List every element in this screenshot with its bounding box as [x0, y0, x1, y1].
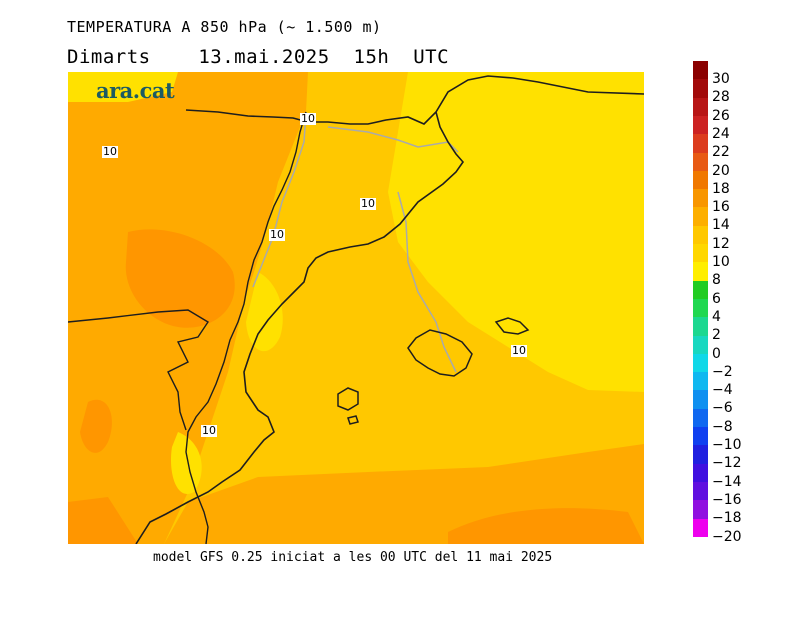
mallorca: [407, 329, 473, 377]
colorbar-swatch: [693, 408, 708, 428]
colorbar-tick-label: −4: [712, 382, 733, 399]
colorbar-swatch: [693, 152, 708, 172]
colorbar-swatch: [693, 79, 708, 99]
forecast-datetime: Dimarts 13.mai.2025 15h UTC: [67, 46, 450, 68]
contour-label: 10: [300, 112, 316, 125]
model-info: model GFS 0.25 iniciat a les 00 UTC del …: [153, 550, 553, 565]
colorbar-tick-label: 6: [712, 290, 721, 307]
colorbar-swatch: [693, 207, 708, 227]
colorbar-tick-label: 12: [712, 235, 730, 252]
contour-label: 10: [269, 228, 285, 241]
temp-band-14-16-south: [80, 399, 112, 453]
temperature-map: ara.cat 10 10 10 10 10 10: [68, 72, 644, 544]
colorbar-swatch: [693, 390, 708, 410]
contour-label: 10: [511, 344, 527, 357]
west-border: [68, 309, 209, 431]
contour-label: 10: [102, 145, 118, 158]
colorbar-swatch: [693, 225, 708, 245]
colorbar-tick-label: −20: [712, 528, 742, 545]
colorbar-swatch: [693, 298, 708, 318]
colorbar-swatch: [693, 518, 708, 538]
colorbar-swatch: [693, 170, 708, 190]
colorbar-swatch: [693, 115, 708, 135]
map-canvas: [68, 72, 644, 544]
colorbar-tick-label: −12: [712, 455, 742, 472]
colorbar-tick-label: −14: [712, 473, 742, 490]
colorbar-tick-label: −8: [712, 418, 733, 435]
colorbar-tick-label: 10: [712, 254, 730, 270]
colorbar-swatch: [693, 427, 708, 446]
colorbar-swatch: [693, 280, 708, 300]
colorbar-tick-label: 8: [712, 272, 721, 289]
colorbar-swatch: [693, 353, 708, 373]
colorbar-tick-label: 22: [712, 144, 730, 161]
colorbar-swatch: [693, 500, 708, 519]
region-border: [252, 111, 307, 288]
colorbar-swatch: [693, 463, 708, 483]
temp-band-8-10-south: [170, 432, 202, 494]
colorbar-tick-label: 2: [712, 327, 721, 344]
colorbar-swatch: [693, 445, 708, 465]
coastline: [135, 75, 644, 544]
temp-band-8-10-nw: [68, 72, 178, 102]
colorbar-tick-label: 0: [712, 345, 721, 362]
temp-band-8-10-ebro: [246, 272, 283, 352]
colorbar-swatch: [693, 61, 708, 80]
colorbar-swatch: [693, 244, 708, 263]
colorbar-tick-label: −10: [712, 437, 742, 453]
formentera: [347, 415, 359, 425]
temp-band-14-16-west: [125, 229, 235, 328]
colorbar-tick-label: 28: [712, 89, 730, 106]
colorbar-swatch: [693, 481, 708, 501]
temp-band-8-10: [388, 72, 644, 392]
temp-band-14-16-se: [448, 508, 644, 544]
colorbar-tick-label: 18: [712, 180, 730, 197]
inland-border: [397, 191, 457, 373]
colorbar-swatch: [693, 262, 708, 282]
colorbar-tick-label: −16: [712, 491, 742, 508]
country-border: [185, 111, 307, 544]
temp-band-14-16-sw: [68, 497, 138, 544]
colorbar-swatch: [693, 335, 708, 355]
colorbar-tick-label: 24: [712, 125, 730, 142]
colorbar-tick-label: 30: [712, 71, 730, 87]
brand-logo: ara.cat: [96, 78, 175, 103]
colorbar-tick-label: 20: [712, 162, 730, 179]
colorbar-tick-label: 26: [712, 107, 730, 124]
colorbar-swatch: [693, 372, 708, 391]
ibiza: [337, 387, 359, 411]
colorbar-tick-label: 14: [712, 217, 730, 234]
contour-label: 10: [360, 197, 376, 210]
colorbar-swatch: [693, 134, 708, 153]
colorbar-tick-label: −18: [712, 510, 742, 527]
colorbar-swatch: [693, 97, 708, 117]
colorbar-swatch: [693, 189, 708, 208]
colorbar-tick-label: 16: [712, 199, 730, 216]
colorbar-swatch: [693, 317, 708, 336]
map-title: TEMPERATURA A 850 hPa (~ 1.500 m): [67, 18, 382, 36]
colorbar-tick-label: −6: [712, 400, 733, 417]
contour-label: 10: [201, 424, 217, 437]
colorbar-tick-label: 4: [712, 308, 721, 325]
menorca: [494, 317, 530, 335]
colorbar-tick-label: −2: [712, 363, 733, 380]
